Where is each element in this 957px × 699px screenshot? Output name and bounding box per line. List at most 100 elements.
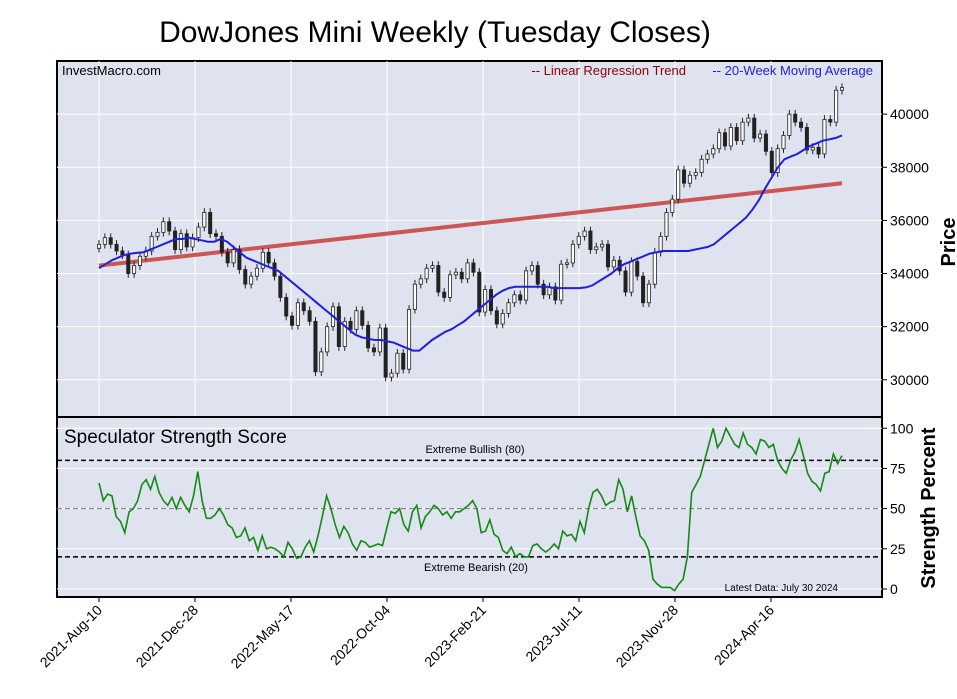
candle <box>500 312 505 325</box>
candle <box>605 243 610 268</box>
candle <box>278 275 283 298</box>
candle <box>594 246 599 251</box>
candle <box>301 302 306 312</box>
score-tick-label: 25 <box>890 541 906 557</box>
candle <box>816 146 821 155</box>
candle <box>325 326 330 353</box>
candle <box>676 169 681 200</box>
candle <box>839 87 845 91</box>
candle <box>395 352 400 374</box>
candle <box>260 251 265 269</box>
legend-regression: -- Linear Regression Trend <box>531 63 686 78</box>
candle <box>108 237 113 245</box>
candle <box>401 352 406 370</box>
score-panel <box>56 416 883 598</box>
candle <box>453 271 458 276</box>
score-axis-label: Strength Percent <box>918 427 940 588</box>
price-tick-label: 34000 <box>890 266 929 282</box>
candle <box>132 265 137 274</box>
price-tick-label: 32000 <box>890 319 929 335</box>
candle <box>184 233 189 248</box>
candle <box>588 230 593 251</box>
candle <box>477 271 482 313</box>
candle <box>582 230 587 237</box>
candle <box>254 267 259 277</box>
x-tick-label: 2023-Jul-11 <box>522 602 585 665</box>
candle <box>249 275 254 285</box>
score-tick-label: 0 <box>890 581 898 597</box>
score-tick-label: 50 <box>890 501 906 517</box>
candle <box>96 243 102 249</box>
candle <box>231 249 236 264</box>
candle <box>208 212 213 235</box>
price-tick-label: 30000 <box>890 372 929 388</box>
candle <box>518 294 523 301</box>
candle <box>494 310 499 325</box>
candle <box>266 251 271 264</box>
candle <box>237 249 242 270</box>
candle <box>225 251 230 264</box>
x-tick-label: 2023-Feb-21 <box>421 602 489 670</box>
candle <box>178 233 183 251</box>
candle <box>102 237 107 245</box>
candle <box>652 251 657 285</box>
candle <box>646 283 651 304</box>
candle <box>711 148 716 155</box>
candle <box>799 121 804 128</box>
candle <box>506 302 511 314</box>
candle <box>570 243 575 264</box>
candle <box>483 289 488 313</box>
candle <box>559 263 564 301</box>
candle <box>775 148 780 173</box>
candle <box>705 153 710 160</box>
candle <box>360 310 365 326</box>
candle <box>635 261 640 277</box>
candle <box>722 132 728 147</box>
strength-score-line <box>98 426 843 592</box>
candle <box>512 294 517 304</box>
candle <box>383 327 388 378</box>
price-tick-label: 40000 <box>890 106 929 122</box>
score-panel-title: Speculator Strength Score <box>64 427 287 448</box>
candle <box>804 127 809 151</box>
candle <box>213 233 219 237</box>
candle <box>295 302 300 326</box>
candle <box>793 113 798 123</box>
candle <box>664 212 669 237</box>
candle <box>769 150 774 173</box>
candle <box>307 310 312 322</box>
candle <box>149 235 154 252</box>
score-tick-label: 100 <box>890 420 914 436</box>
candle <box>196 226 201 239</box>
candle <box>448 274 453 298</box>
candle <box>424 267 429 280</box>
candle <box>114 243 119 252</box>
candle <box>670 198 675 213</box>
candle <box>781 134 786 150</box>
candle <box>290 315 295 326</box>
candle <box>354 310 359 330</box>
candle <box>734 127 739 142</box>
candle <box>623 270 628 293</box>
candle <box>137 255 142 266</box>
moving-average-line <box>98 134 843 352</box>
candle <box>442 291 447 298</box>
chart-title: DowJones Mini Weekly (Tuesday Closes) <box>159 16 711 49</box>
candle <box>371 347 376 353</box>
candle <box>576 235 581 245</box>
candle <box>167 221 172 232</box>
x-axis: 2021-Aug-10 2021-Dec-28 2022-May-17 2022-Oc… <box>37 597 777 672</box>
candle <box>641 275 646 304</box>
candle <box>342 320 347 347</box>
x-tick-label: 2021-Aug-10 <box>37 602 106 671</box>
legend-moving-average: -- 20-Week Moving Average <box>712 63 873 78</box>
x-tick-label: 2022-May-17 <box>227 602 297 672</box>
candle <box>126 254 131 274</box>
candle <box>728 127 733 147</box>
candle <box>699 158 704 173</box>
candle <box>687 174 692 184</box>
candle <box>412 283 417 310</box>
candle <box>740 121 745 142</box>
candle <box>529 265 534 272</box>
